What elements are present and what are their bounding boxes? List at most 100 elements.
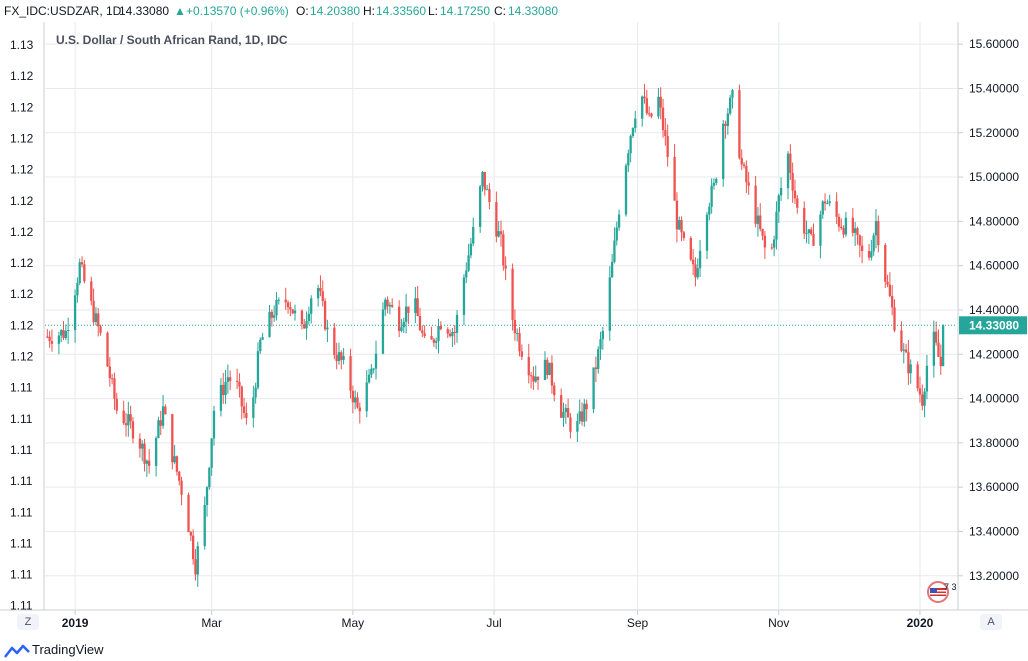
candle-body: [624, 165, 628, 215]
candle-body: [173, 456, 176, 463]
candle-body: [576, 421, 579, 432]
candle-body: [891, 296, 894, 308]
candle-body: [259, 339, 262, 352]
right-axis-label: 15.20000: [969, 126, 1019, 140]
candle-body: [536, 376, 540, 381]
candle-body: [599, 339, 602, 350]
candle-body: [729, 97, 732, 114]
candle-body: [305, 321, 308, 329]
left-axis-label: 1.12: [10, 100, 34, 114]
candle-body: [502, 234, 505, 266]
candle-body: [57, 335, 61, 344]
candle-body: [180, 480, 183, 495]
candle-body: [423, 333, 426, 337]
candle-body: [786, 153, 790, 189]
candle-body: [421, 330, 424, 334]
left-axis-label: 1.12: [10, 194, 34, 208]
candle-body: [335, 355, 338, 362]
right-axis-label: 14.80000: [969, 214, 1019, 228]
symbol-name[interactable]: FX_IDC:USDZAR, 1D: [4, 4, 122, 18]
candle-body: [939, 356, 942, 367]
candle-body: [807, 229, 811, 234]
candle-body: [400, 327, 403, 332]
candle-body: [113, 378, 116, 399]
candle-body: [191, 535, 195, 560]
candle-body: [178, 471, 181, 481]
candle-body: [518, 333, 521, 352]
candle-body: [566, 408, 570, 418]
left-axis-label: 1.13: [10, 38, 34, 52]
candle-body: [659, 96, 662, 108]
candle-body: [826, 203, 829, 205]
candle-body: [726, 113, 729, 127]
candle-body: [791, 172, 794, 191]
candle-body: [469, 243, 473, 256]
candle-body: [673, 156, 676, 201]
candle-body: [370, 368, 373, 375]
candle-body: [499, 231, 503, 235]
candle-body: [319, 287, 322, 292]
candle-body: [647, 113, 651, 115]
candle-body: [641, 96, 644, 119]
candle-body: [235, 380, 239, 382]
time-axis-label: 2020: [907, 616, 934, 630]
candle-body: [546, 359, 549, 375]
candle-body: [435, 340, 438, 343]
candle-body: [78, 262, 81, 283]
candle-body: [154, 437, 158, 466]
right-price-axis[interactable]: 15.60000 15.40000 15.20000 15.00000 14.80000…: [958, 37, 1019, 583]
candle-body: [495, 202, 498, 237]
candle-body: [97, 313, 100, 327]
close-value: 14.33080: [508, 4, 559, 18]
auto-scale-button[interactable]: A: [980, 614, 1002, 630]
last-price: 14.33080: [119, 4, 170, 18]
high-label: H:: [363, 4, 375, 18]
candle-body: [386, 299, 389, 307]
candle-body: [613, 240, 616, 262]
candle-body: [689, 237, 692, 260]
candle-body: [682, 232, 686, 238]
candle-body: [64, 330, 67, 338]
open-value: 14.20380: [310, 4, 361, 18]
candle-body: [851, 217, 854, 233]
left-axis-label: 1.12: [10, 318, 34, 332]
candle-body: [742, 164, 746, 166]
candle-body: [388, 304, 392, 307]
candle-body: [583, 403, 586, 422]
chart-title: U.S. Dollar / South African Rand, 1D, ID…: [56, 33, 288, 47]
candle-body: [229, 377, 232, 381]
right-axis-label: 13.80000: [969, 436, 1019, 450]
candle-body: [532, 375, 535, 382]
candle-body: [691, 259, 695, 265]
last-price-tag-label: 14.33080: [969, 318, 1019, 332]
candle-body: [73, 295, 77, 331]
candle-body: [754, 185, 757, 224]
right-axis-label: 13.20000: [969, 569, 1019, 583]
candle-body: [888, 284, 892, 297]
candle-body: [550, 362, 554, 386]
candle-body: [275, 299, 278, 316]
candle-body: [543, 359, 547, 381]
left-price-axis[interactable]: 1.13 1.12 1.12 1.12 1.12 1.12 1.12 1.12 1.12 1.12…: [10, 38, 34, 613]
right-axis-label: 15.60000: [969, 37, 1019, 51]
tradingview-brand[interactable]: TradingView: [32, 642, 104, 657]
candle-body: [286, 302, 290, 308]
candle-body: [340, 352, 343, 360]
candle-body: [83, 264, 86, 282]
candle-body: [856, 228, 859, 236]
candle-body: [886, 281, 889, 285]
price-chart[interactable]: 1.13 1.12 1.12 1.12 1.12 1.12 1.12 1.12 1.12 1.12…: [0, 0, 1028, 640]
left-axis-label: 1.11: [10, 474, 33, 488]
candle-body: [90, 281, 93, 301]
candle-body: [462, 277, 466, 315]
candle-body: [354, 397, 357, 403]
candle-body: [240, 386, 243, 407]
candle-body: [238, 381, 241, 387]
zoom-button[interactable]: Z: [17, 614, 39, 630]
flag-watermark-icon: 7 3: [927, 581, 957, 603]
tradingview-logo-icon[interactable]: [4, 644, 30, 661]
time-axis[interactable]: 2019 Mar May Jul Sep Nov 2020: [62, 610, 934, 630]
candle-body: [564, 408, 567, 413]
candle-body: [80, 262, 84, 265]
right-axis-label: 15.40000: [969, 81, 1019, 95]
